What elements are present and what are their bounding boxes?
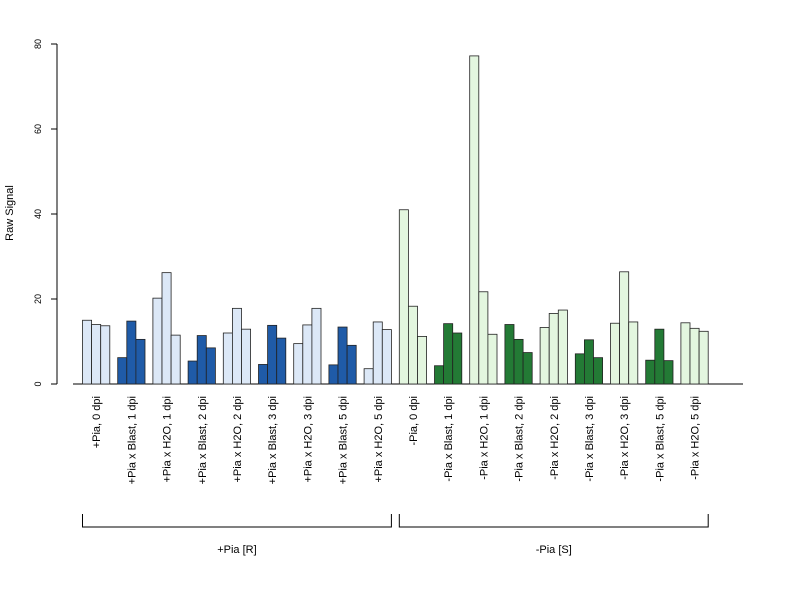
category-label: -Pia x Blast, 5 dpi	[654, 396, 666, 482]
group-bracket	[82, 514, 392, 528]
bar	[328, 364, 339, 385]
category-label: +Pia x H2O, 3 dpi	[302, 396, 314, 483]
bar	[478, 291, 489, 385]
group-label: -Pia [S]	[536, 544, 572, 556]
bar	[152, 297, 163, 385]
bar	[645, 359, 656, 385]
category-label: -Pia x H2O, 3 dpi	[619, 396, 631, 480]
bar	[311, 307, 322, 385]
group-brackets: +Pia [R] -Pia [S]	[82, 514, 709, 556]
y-tick-label: 60	[33, 124, 43, 134]
bar	[363, 368, 374, 385]
bar	[663, 360, 674, 385]
bar	[398, 209, 409, 385]
category-label: +Pia x H2O, 2 dpi	[232, 396, 244, 483]
bar	[689, 327, 700, 385]
bar	[628, 321, 639, 385]
category-label: -Pia x Blast, 3 dpi	[584, 396, 596, 482]
y-axis: 0 20 40 60 80	[33, 39, 58, 387]
bar	[381, 329, 392, 385]
category-label: -Pia x H2O, 1 dpi	[478, 396, 490, 480]
bar	[654, 328, 665, 385]
bar	[487, 333, 498, 385]
bar	[231, 307, 242, 385]
bar	[302, 324, 313, 385]
bar	[82, 319, 93, 385]
bar	[619, 271, 630, 385]
bar	[504, 324, 515, 385]
bar	[680, 322, 691, 385]
category-label: +Pia, 0 dpi	[91, 396, 103, 448]
bar	[267, 324, 278, 385]
y-tick-label: 20	[33, 294, 43, 304]
bar	[539, 327, 550, 385]
bar	[205, 347, 216, 385]
bar	[346, 344, 357, 385]
category-label: +Pia x Blast, 2 dpi	[197, 396, 209, 484]
bar	[698, 330, 709, 385]
bar	[126, 320, 137, 385]
category-label: +Pia x Blast, 1 dpi	[126, 396, 138, 484]
bars	[82, 55, 709, 385]
category-label: +Pia x Blast, 5 dpi	[338, 396, 350, 484]
y-tick-label: 0	[33, 381, 43, 386]
bar	[522, 352, 533, 385]
bar	[258, 364, 269, 385]
bar	[337, 326, 348, 385]
category-label: -Pia x H2O, 2 dpi	[549, 396, 561, 480]
bar	[593, 357, 604, 385]
bar	[222, 332, 233, 385]
bar	[434, 365, 445, 385]
bar	[372, 321, 383, 385]
y-axis-title: Raw Signal	[4, 185, 16, 241]
bar	[557, 309, 568, 385]
bar	[513, 338, 524, 385]
group-label: +Pia [R]	[217, 544, 256, 556]
bar	[187, 360, 198, 385]
bar	[417, 335, 428, 385]
bar	[170, 334, 181, 385]
bar	[117, 357, 128, 385]
category-label: -Pia, 0 dpi	[408, 396, 420, 446]
bar	[196, 335, 207, 385]
bar	[584, 339, 594, 385]
bar	[161, 272, 172, 385]
category-label: -Pia x Blast, 2 dpi	[514, 396, 526, 482]
bar	[574, 353, 585, 385]
y-tick-label: 80	[33, 39, 43, 49]
bar	[452, 332, 463, 385]
bar	[100, 325, 111, 385]
category-label: +Pia x H2O, 5 dpi	[373, 396, 385, 483]
bar	[276, 337, 287, 385]
category-label: -Pia x H2O, 5 dpi	[690, 396, 702, 480]
bar	[548, 313, 559, 385]
category-label: +Pia x Blast, 3 dpi	[267, 396, 279, 484]
bar	[407, 305, 418, 385]
bar	[91, 324, 102, 385]
bar	[293, 343, 304, 385]
group-bracket	[398, 514, 709, 528]
bar	[443, 323, 454, 385]
category-labels: +Pia, 0 dpi +Pia x Blast, 1 dpi +Pia x H2O…	[91, 396, 701, 484]
bar	[610, 322, 621, 385]
bar	[469, 55, 480, 385]
bar	[241, 328, 252, 385]
category-label: -Pia x Blast, 1 dpi	[443, 396, 455, 482]
y-tick-label: 40	[33, 209, 43, 219]
category-label: +Pia x H2O, 1 dpi	[162, 396, 174, 483]
bar	[135, 338, 146, 385]
